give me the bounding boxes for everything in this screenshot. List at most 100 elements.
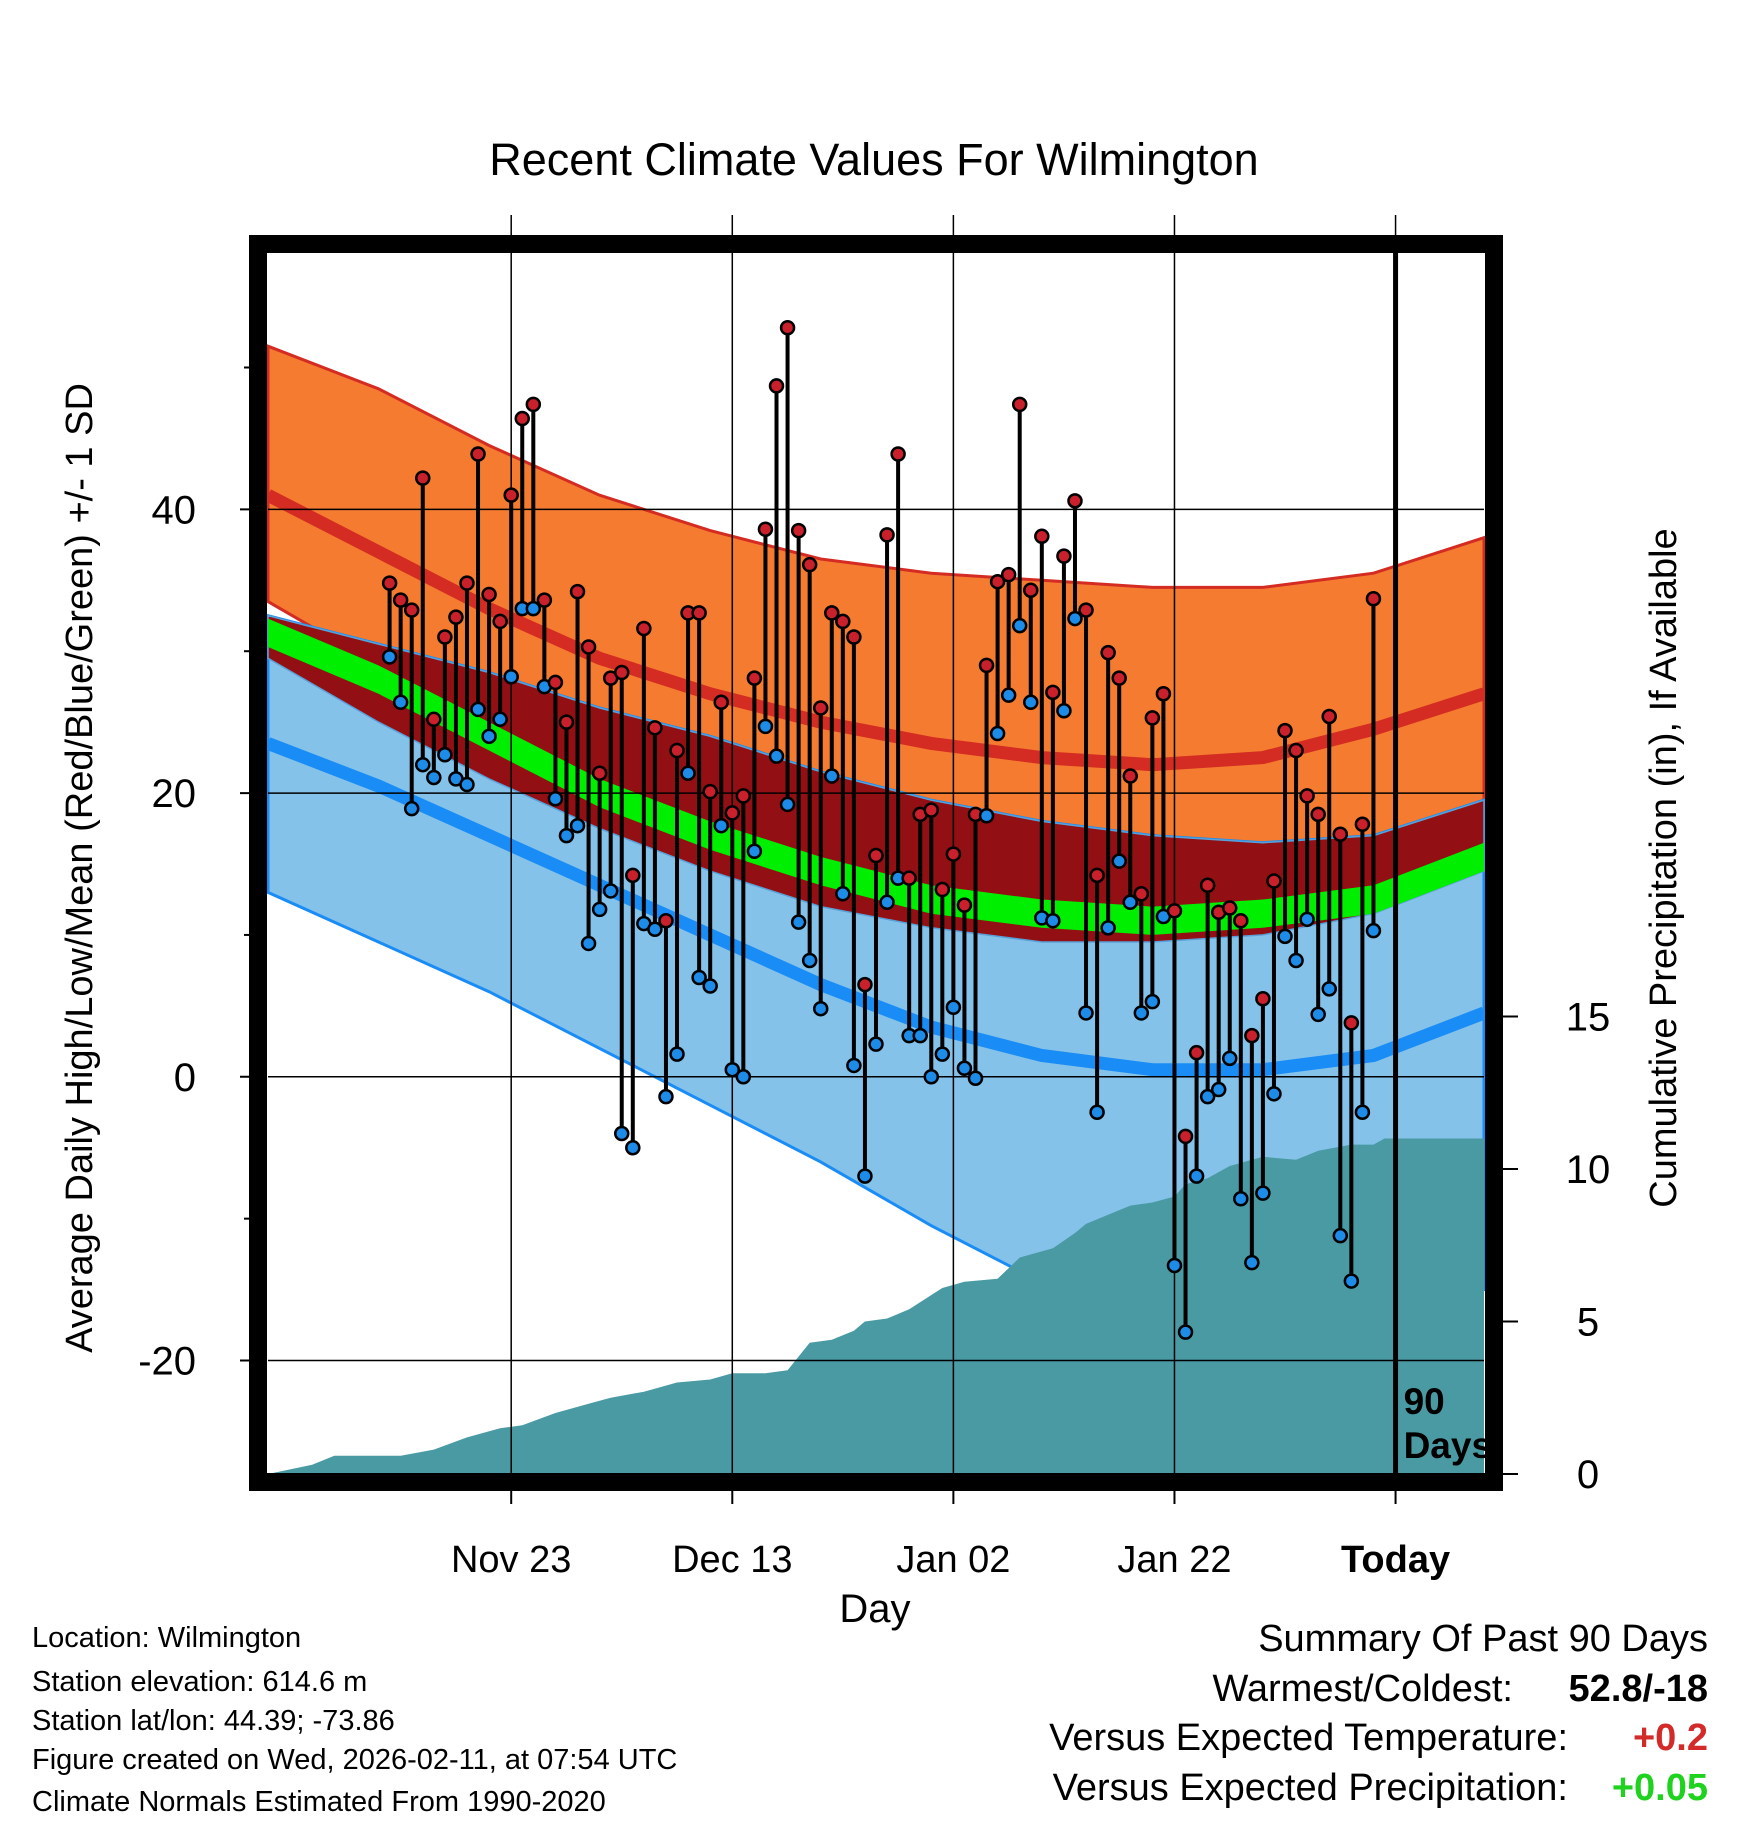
high-dot xyxy=(448,609,464,625)
summary-title: Summary Of Past 90 Days xyxy=(1258,1618,1708,1660)
low-dot xyxy=(724,1061,741,1078)
y-left-ticks: -20 0 20 40 xyxy=(138,366,258,1384)
today-label-days: Days xyxy=(1404,1425,1492,1466)
low-dot xyxy=(956,1060,973,1077)
low-dot xyxy=(801,952,818,969)
high-dot xyxy=(1177,1128,1194,1145)
high-dot xyxy=(724,805,741,821)
x-tick-label: Jan 02 xyxy=(896,1539,1010,1581)
cumulative-precip-area xyxy=(268,1138,1484,1474)
high-dot xyxy=(735,788,752,804)
low-dot xyxy=(1354,1104,1371,1121)
y-right-axis-label: Cumulative Precipitation (in), If Availa… xyxy=(1643,528,1685,1207)
high-dot xyxy=(790,522,807,539)
low-dot xyxy=(1321,981,1337,997)
low-dot xyxy=(503,668,519,685)
low-dot xyxy=(945,999,962,1016)
high-dot xyxy=(1332,826,1349,842)
low-dot xyxy=(846,1057,862,1074)
high-dot xyxy=(658,912,674,929)
temp-vs-expected-value: +0.2 xyxy=(1632,1717,1708,1759)
y-right-tick-label: 0 xyxy=(1577,1453,1599,1497)
warm-cold-value: 52.8/-18 xyxy=(1568,1668,1708,1710)
low-dot xyxy=(1310,1006,1326,1023)
precip-vs-expected-label: Versus Expected Precipitation: xyxy=(1052,1767,1568,1809)
high-dot xyxy=(636,620,652,637)
high-dot xyxy=(1133,886,1150,902)
high-dot xyxy=(459,575,475,591)
low-dot xyxy=(1089,1104,1105,1121)
low-dot xyxy=(978,808,995,824)
low-dot xyxy=(713,817,729,834)
low-dot xyxy=(1244,1254,1260,1271)
low-dot xyxy=(857,1168,873,1184)
low-dot xyxy=(967,1070,984,1086)
high-dot xyxy=(613,664,630,681)
low-dot xyxy=(746,843,763,859)
high-dot xyxy=(945,846,962,862)
high-dot xyxy=(757,521,774,537)
low-dot xyxy=(1199,1088,1216,1105)
y-right-tick-label: 5 xyxy=(1577,1301,1599,1345)
x-tick-label: Nov 23 xyxy=(451,1539,571,1581)
high-dot xyxy=(1244,1027,1260,1044)
low-dot xyxy=(547,790,564,807)
high-dot xyxy=(934,881,951,898)
low-dot xyxy=(580,935,597,952)
temp-vs-expected-label: Versus Expected Temperature: xyxy=(1049,1717,1568,1759)
chart-title: Recent Climate Values For Wilmington xyxy=(489,134,1258,185)
high-dot xyxy=(514,410,531,427)
high-dot xyxy=(1166,903,1183,919)
high-dot xyxy=(481,586,497,603)
high-dot xyxy=(923,802,940,818)
high-dot xyxy=(426,711,442,728)
low-dot xyxy=(1056,703,1072,719)
low-dot xyxy=(569,817,586,834)
high-dot xyxy=(1111,670,1127,686)
low-dot xyxy=(1288,952,1304,969)
low-dot xyxy=(403,800,420,817)
low-dot xyxy=(426,769,442,786)
high-dot xyxy=(1034,528,1050,545)
low-dot xyxy=(525,600,542,617)
low-dot xyxy=(1188,1168,1205,1184)
low-dot xyxy=(790,914,807,930)
high-dot xyxy=(580,639,597,655)
high-dot xyxy=(824,605,840,621)
low-dot xyxy=(1122,894,1139,911)
low-dot xyxy=(392,694,409,711)
high-dot xyxy=(713,694,729,711)
high-dot xyxy=(437,629,453,645)
low-dot xyxy=(1277,928,1293,945)
high-dot xyxy=(1233,912,1249,929)
high-dot xyxy=(1155,686,1172,702)
x-tick-label: Jan 22 xyxy=(1117,1539,1231,1581)
high-dot xyxy=(492,613,508,630)
precip-vs-expected-value: +0.05 xyxy=(1611,1767,1708,1809)
y-right-ticks: 0 5 10 15 xyxy=(1494,996,1611,1497)
high-dot xyxy=(1144,710,1161,726)
high-dot xyxy=(392,592,409,608)
high-dot xyxy=(1045,684,1061,701)
high-dot xyxy=(978,657,995,674)
low-dot xyxy=(437,747,453,763)
y-tick-label: 0 xyxy=(174,1056,196,1100)
low-dot xyxy=(912,1027,928,1044)
y-right-tick-label: 10 xyxy=(1566,1148,1611,1192)
latlon-text: Station lat/lon: 44.39; -73.86 xyxy=(32,1705,395,1737)
high-dot xyxy=(1100,644,1116,661)
low-dot xyxy=(415,756,431,773)
low-dot xyxy=(1111,853,1127,869)
high-dot xyxy=(1078,602,1094,618)
high-dot xyxy=(846,629,862,645)
high-dot xyxy=(470,446,486,462)
low-dot xyxy=(1299,911,1315,928)
low-dot xyxy=(381,649,398,665)
high-dot xyxy=(647,720,663,736)
plot-frame xyxy=(249,235,1503,1491)
x-tick-label: Dec 13 xyxy=(672,1539,792,1581)
high-dot xyxy=(669,742,685,759)
low-dot xyxy=(613,1125,630,1142)
low-dot xyxy=(824,768,840,784)
low-dot xyxy=(1255,1185,1271,1201)
